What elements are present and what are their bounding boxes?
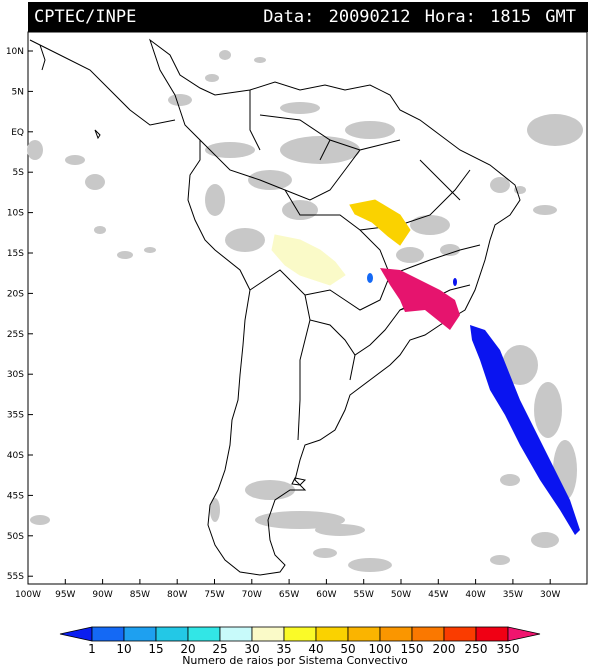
lat-label: 15S: [7, 249, 24, 259]
colorbar-swatch: [443, 626, 477, 642]
lon-label: 90W: [92, 590, 112, 600]
lon-label: 75W: [204, 590, 224, 600]
lon-label: 100W: [15, 590, 41, 600]
colorbar-label: 30: [244, 642, 259, 656]
lon-label: 80W: [167, 590, 187, 600]
colorbar-label: 20: [180, 642, 195, 656]
pale-yellow-system: [271, 234, 346, 286]
colorbar-label: 40: [308, 642, 323, 656]
lat-label: 50S: [7, 532, 24, 542]
lon-label: 65W: [279, 590, 299, 600]
colorbar-label: 150: [401, 642, 424, 656]
colorbar-label: 10: [116, 642, 131, 656]
colorbar-label: 250: [465, 642, 488, 656]
small-blue-cell-2: [453, 278, 457, 286]
colorbar-swatch: [283, 626, 317, 642]
colorbar-label: 200: [433, 642, 456, 656]
lat-label: 45S: [7, 491, 24, 501]
colorbar-title: Numero de raios por Sistema Convectivo: [182, 654, 408, 667]
lon-label: 30W: [540, 590, 560, 600]
colorbar-label: 1: [88, 642, 96, 656]
lon-label: 70W: [242, 590, 262, 600]
lon-label: 85W: [130, 590, 150, 600]
colorbar-swatch: [91, 626, 125, 642]
colorbar-swatch: [347, 626, 381, 642]
colorbar-swatch: [411, 626, 445, 642]
lon-label: 60W: [316, 590, 336, 600]
colorbar-label: 350: [497, 642, 520, 656]
small-blue-cell: [367, 273, 373, 283]
colorbar-swatch: [379, 626, 413, 642]
colorbar-label: 15: [148, 642, 163, 656]
lon-label: 40W: [465, 590, 485, 600]
header-datetime: Data: 20090212 Hora: 1815 GMT: [263, 7, 576, 27]
lat-label: EQ: [11, 128, 24, 138]
lon-label: 45W: [428, 590, 448, 600]
yellow-system: [349, 199, 411, 246]
blue-system: [470, 325, 580, 535]
header-source: CPTEC/INPE: [34, 7, 137, 27]
lon-label: 35W: [503, 590, 523, 600]
coastlines: [29, 38, 521, 576]
colorbar-swatch: [123, 626, 157, 642]
lon-label: 95W: [55, 590, 75, 600]
lat-label: 10N: [6, 47, 24, 57]
colorbar-swatch: [251, 626, 285, 642]
colorbar-label: 100: [369, 642, 392, 656]
lat-label: 10S: [7, 209, 24, 219]
colorbar-swatch: [187, 626, 221, 642]
colorbar-swatch: [219, 626, 253, 642]
colorbar: 1 10 15 20 25 30 35 40 50 100 150 200 250 350: [59, 626, 541, 656]
lat-label: 25S: [7, 330, 24, 340]
colorbar-swatch: [59, 626, 93, 642]
colorbar-label: 35: [276, 642, 291, 656]
colorbar-swatch: [155, 626, 189, 642]
lat-label: 5S: [13, 168, 25, 178]
colorbar-label: 25: [212, 642, 227, 656]
lat-label: 5N: [12, 87, 24, 97]
map-header: CPTEC/INPE Data: 20090212 Hora: 1815 GMT: [28, 2, 588, 32]
lat-label: 40S: [7, 451, 24, 461]
lat-label: 20S: [7, 289, 24, 299]
lat-label: 30S: [7, 370, 24, 380]
cloud-cover: [27, 50, 583, 572]
lat-label: 35S: [7, 411, 24, 421]
longitude-axis: 100W 95W 90W 85W 80W 75W 70W 65W 60W 55W 50W 45W 40W…: [15, 579, 560, 600]
lat-label: 55S: [7, 572, 24, 582]
magenta-system: [380, 268, 460, 330]
colorbar-swatch: [315, 626, 349, 642]
lon-label: 55W: [354, 590, 374, 600]
colorbar-label: 50: [340, 642, 355, 656]
convective-systems: [271, 199, 580, 535]
colorbar-swatch: [507, 626, 541, 642]
colorbar-swatch: [475, 626, 509, 642]
lon-label: 50W: [391, 590, 411, 600]
latitude-axis: 10N 5N EQ 5S 10S 15S 20S 25S 30S 35S 40S 45S 50S 55S: [6, 47, 33, 582]
